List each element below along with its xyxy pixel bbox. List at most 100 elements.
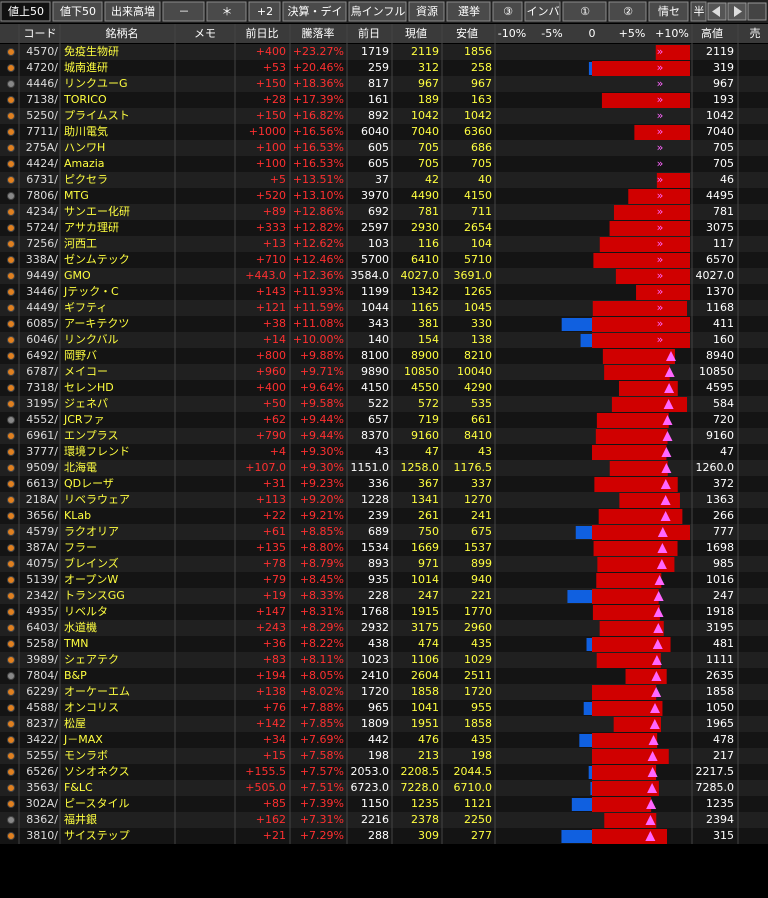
cell: 3656/ xyxy=(26,509,58,522)
cell: +38 xyxy=(263,317,286,330)
tab[interactable] xyxy=(162,1,205,22)
row xyxy=(0,108,768,124)
range-positive xyxy=(615,269,690,284)
range-bar xyxy=(567,589,659,604)
cell: 277 xyxy=(471,829,492,842)
current-marker xyxy=(646,799,657,809)
cell: 411 xyxy=(713,317,734,330)
current-marker xyxy=(649,719,660,729)
tab[interactable] xyxy=(348,1,407,22)
range-bar xyxy=(602,349,675,364)
cell: +142 xyxy=(256,717,286,730)
range-positive xyxy=(592,701,663,716)
tab[interactable] xyxy=(408,1,445,22)
cell: +36 xyxy=(263,637,286,650)
tab[interactable] xyxy=(52,1,103,22)
cell: 7806/ xyxy=(26,189,58,202)
current-marker xyxy=(662,431,673,441)
range-bar xyxy=(628,189,690,204)
tab[interactable] xyxy=(446,1,491,22)
scroll-end[interactable] xyxy=(747,2,767,21)
cell: 3446/ xyxy=(26,285,58,298)
row-icon xyxy=(7,816,15,824)
current-marker xyxy=(664,383,675,393)
cell: +7.57% xyxy=(300,765,344,778)
cell: 103 xyxy=(368,237,389,250)
tab[interactable] xyxy=(282,1,347,22)
cell: 381 xyxy=(418,317,439,330)
cell: 522 xyxy=(368,397,389,410)
row xyxy=(0,220,768,236)
tab[interactable] xyxy=(104,1,161,22)
range-bar xyxy=(656,173,690,188)
current-over: » xyxy=(657,317,664,330)
range-negative xyxy=(575,526,592,539)
cell: 343 xyxy=(368,317,389,330)
range-positive xyxy=(596,653,661,668)
cell: 1858 xyxy=(464,717,492,730)
cell: +62 xyxy=(263,413,286,426)
cell: 42 xyxy=(425,173,439,186)
row xyxy=(0,140,768,156)
cell: 372 xyxy=(713,477,734,490)
row-icon xyxy=(7,592,15,600)
current-over: » xyxy=(657,77,664,90)
tab[interactable] xyxy=(248,1,281,22)
tab[interactable] xyxy=(608,1,647,22)
cell: +19 xyxy=(263,589,286,602)
current-marker xyxy=(657,527,668,537)
row xyxy=(0,252,768,268)
cell: 1260.0 xyxy=(696,461,735,474)
cell: 221 xyxy=(471,589,492,602)
cell: 2217.5 xyxy=(696,765,735,778)
cell: 309 xyxy=(418,829,439,842)
cell: 584 xyxy=(713,397,734,410)
range-positive xyxy=(609,221,690,236)
range-bar xyxy=(599,237,690,252)
tab[interactable] xyxy=(524,1,561,22)
tab[interactable] xyxy=(492,1,523,22)
cell: +7.58% xyxy=(300,749,344,762)
cell: 4588/ xyxy=(26,701,58,714)
range-positive xyxy=(596,573,662,588)
cell: +7.29% xyxy=(300,829,344,842)
cell: 198 xyxy=(471,749,492,762)
cell: 2216 xyxy=(361,813,389,826)
cell: 40 xyxy=(478,173,492,186)
row xyxy=(0,508,768,524)
cell: 1858 xyxy=(411,685,439,698)
current-over: » xyxy=(657,205,664,218)
row xyxy=(0,636,768,652)
cell: 9509/ xyxy=(26,461,58,474)
cell: +89 xyxy=(263,205,286,218)
cell: +12.82% xyxy=(293,221,344,234)
current-marker xyxy=(645,815,656,825)
range-bar xyxy=(597,557,675,572)
tab[interactable] xyxy=(562,1,607,22)
cell: 1044 xyxy=(361,301,389,314)
cell: 1235 xyxy=(706,797,734,810)
row-icon xyxy=(7,800,15,808)
row-icon xyxy=(7,144,15,152)
current-marker xyxy=(653,623,664,633)
column-header: 高値 xyxy=(701,26,723,40)
tab-label: 半 xyxy=(694,4,705,18)
row-icon xyxy=(7,384,15,392)
current-marker xyxy=(651,671,662,681)
tab[interactable] xyxy=(0,1,51,22)
cell: +20.46% xyxy=(293,61,344,74)
range-negative xyxy=(580,334,592,347)
row xyxy=(0,476,768,492)
cell: +8.31% xyxy=(300,605,344,618)
tab-label: ② xyxy=(623,5,633,18)
range-bar xyxy=(592,685,657,700)
row-icon xyxy=(7,832,15,840)
range-negative xyxy=(561,318,592,331)
tab[interactable] xyxy=(648,1,689,22)
cell: +162 xyxy=(256,813,286,826)
row xyxy=(0,268,768,284)
tab[interactable] xyxy=(206,1,247,22)
tab[interactable] xyxy=(690,1,707,22)
range-bar xyxy=(595,429,668,444)
cell: 1106 xyxy=(411,653,439,666)
